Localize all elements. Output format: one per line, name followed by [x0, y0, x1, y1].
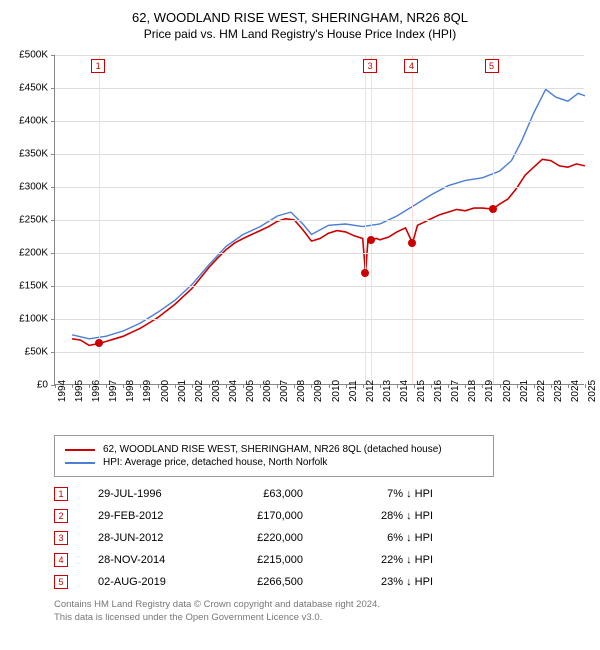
x-axis-label: 1995	[74, 380, 85, 402]
x-axis-label: 1994	[57, 380, 68, 402]
plot-region	[54, 55, 584, 385]
sale-date: 29-JUL-1996	[98, 488, 193, 500]
x-axis-label: 2008	[296, 380, 307, 402]
y-axis-label: £500K	[19, 50, 48, 61]
sale-marker-dot	[408, 239, 416, 247]
sale-hpi-diff: 7% ↓ HPI	[333, 488, 433, 500]
y-axis-label: £450K	[19, 83, 48, 94]
sale-marker-dot	[361, 269, 369, 277]
sale-marker-box: 3	[363, 59, 377, 73]
y-axis-label: £50K	[25, 347, 48, 358]
sale-price: £220,000	[223, 532, 303, 544]
sales-row: 3 28-JUN-2012 £220,000 6% ↓ HPI	[54, 531, 590, 545]
legend-label: HPI: Average price, detached house, Nort…	[103, 457, 327, 468]
sale-hpi-diff: 23% ↓ HPI	[333, 576, 433, 588]
x-axis-label: 2009	[313, 380, 324, 402]
footer-line: This data is licensed under the Open Gov…	[54, 612, 590, 625]
chart-area: £0 £50K £100K £150K £200K £250K £300K £350K £400…	[10, 51, 590, 421]
sales-row: 2 29-FEB-2012 £170,000 28% ↓ HPI	[54, 509, 590, 523]
x-axis-label: 2002	[194, 380, 205, 402]
sales-row: 4 28-NOV-2014 £215,000 22% ↓ HPI	[54, 553, 590, 567]
sale-price: £63,000	[223, 488, 303, 500]
legend-swatch	[65, 449, 95, 451]
x-axis-label: 2020	[502, 380, 513, 402]
x-axis-label: 2018	[467, 380, 478, 402]
legend-label: 62, WOODLAND RISE WEST, SHERINGHAM, NR26…	[103, 444, 442, 455]
sale-index-box: 4	[54, 553, 68, 567]
x-axis-label: 2012	[365, 380, 376, 402]
x-axis-label: 2005	[245, 380, 256, 402]
chart-subtitle: Price paid vs. HM Land Registry's House …	[10, 27, 590, 41]
x-axis-label: 2007	[279, 380, 290, 402]
x-axis-label: 2016	[433, 380, 444, 402]
sale-hpi-diff: 6% ↓ HPI	[333, 532, 433, 544]
sale-index-box: 2	[54, 509, 68, 523]
footer-attribution: Contains HM Land Registry data © Crown c…	[54, 599, 590, 625]
x-axis-label: 2010	[331, 380, 342, 402]
sales-row: 5 02-AUG-2019 £266,500 23% ↓ HPI	[54, 575, 590, 589]
sale-marker-box: 5	[485, 59, 499, 73]
x-axis-label: 2022	[536, 380, 547, 402]
sale-marker-box: 1	[91, 59, 105, 73]
sale-index-box: 1	[54, 487, 68, 501]
x-axis-label: 2001	[177, 380, 188, 402]
sale-index-box: 5	[54, 575, 68, 589]
sale-hpi-diff: 22% ↓ HPI	[333, 554, 433, 566]
sale-price: £266,500	[223, 576, 303, 588]
legend-box: 62, WOODLAND RISE WEST, SHERINGHAM, NR26…	[54, 435, 494, 477]
x-axis-label: 1996	[91, 380, 102, 402]
x-axis-label: 2025	[587, 380, 598, 402]
x-axis-label: 1999	[142, 380, 153, 402]
sale-date: 28-JUN-2012	[98, 532, 193, 544]
sale-marker-box: 4	[404, 59, 418, 73]
legend-item: HPI: Average price, detached house, Nort…	[65, 457, 483, 468]
x-axis-label: 2003	[211, 380, 222, 402]
y-axis-label: £100K	[19, 314, 48, 325]
x-axis-label: 2004	[228, 380, 239, 402]
chart-container: 62, WOODLAND RISE WEST, SHERINGHAM, NR26…	[0, 0, 600, 635]
x-axis-label: 2023	[553, 380, 564, 402]
y-axis-label: £0	[37, 380, 48, 391]
sale-marker-dot	[489, 205, 497, 213]
sale-price: £215,000	[223, 554, 303, 566]
x-axis-label: 1997	[108, 380, 119, 402]
y-axis-label: £250K	[19, 215, 48, 226]
x-axis-label: 2014	[399, 380, 410, 402]
footer-line: Contains HM Land Registry data © Crown c…	[54, 599, 590, 612]
x-axis-label: 2011	[348, 380, 359, 402]
sales-row: 1 29-JUL-1996 £63,000 7% ↓ HPI	[54, 487, 590, 501]
legend-swatch	[65, 462, 95, 464]
y-axis-label: £400K	[19, 116, 48, 127]
x-axis-label: 2006	[262, 380, 273, 402]
chart-title: 62, WOODLAND RISE WEST, SHERINGHAM, NR26…	[10, 10, 590, 25]
sale-marker-dot	[95, 339, 103, 347]
sales-table: 1 29-JUL-1996 £63,000 7% ↓ HPI 2 29-FEB-2012 £…	[54, 487, 590, 589]
y-axis-label: £350K	[19, 149, 48, 160]
series-hpi	[72, 89, 585, 338]
sale-marker-dot	[367, 236, 375, 244]
sale-price: £170,000	[223, 510, 303, 522]
y-axis-label: £300K	[19, 182, 48, 193]
x-axis-label: 2019	[484, 380, 495, 402]
x-axis-label: 2000	[160, 380, 171, 402]
y-axis-label: £200K	[19, 248, 48, 259]
sale-date: 02-AUG-2019	[98, 576, 193, 588]
x-axis-label: 2024	[570, 380, 581, 402]
x-axis-label: 2013	[382, 380, 393, 402]
sale-date: 29-FEB-2012	[98, 510, 193, 522]
sale-index-box: 3	[54, 531, 68, 545]
x-axis-label: 2015	[416, 380, 427, 402]
sale-hpi-diff: 28% ↓ HPI	[333, 510, 433, 522]
y-axis-label: £150K	[19, 281, 48, 292]
sale-date: 28-NOV-2014	[98, 554, 193, 566]
x-axis-label: 2021	[519, 380, 530, 402]
x-axis-label: 2017	[450, 380, 461, 402]
x-axis-label: 1998	[125, 380, 136, 402]
legend-item: 62, WOODLAND RISE WEST, SHERINGHAM, NR26…	[65, 444, 483, 455]
